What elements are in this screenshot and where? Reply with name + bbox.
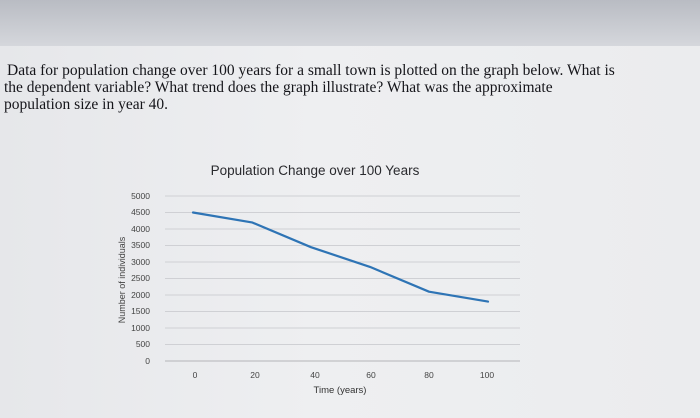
x-tick-label: 80 xyxy=(424,370,434,380)
y-tick-label: 1000 xyxy=(131,323,150,333)
question-line-2: the dependent variable? What trend does … xyxy=(4,79,553,96)
x-tick-label: 0 xyxy=(192,370,198,380)
question-line-3: population size in year 40. xyxy=(4,96,168,113)
gridlines xyxy=(165,195,520,362)
y-tick-label: 5000 xyxy=(131,191,150,201)
question-sheet xyxy=(0,46,700,418)
x-tick-label: 100 xyxy=(479,370,495,380)
data-series xyxy=(191,211,490,303)
y-tick-label: 0 xyxy=(145,356,150,366)
x-tick-label: 40 xyxy=(310,370,320,380)
x-tick-label: 60 xyxy=(366,370,376,380)
y-tick-label: 3500 xyxy=(131,240,150,250)
series-line xyxy=(191,211,490,303)
x-tick-label: 20 xyxy=(250,370,260,380)
question-text: Data for population change over 100 year… xyxy=(4,62,698,113)
y-tick-label: 4000 xyxy=(131,224,150,234)
y-tick-label: 500 xyxy=(135,339,150,349)
y-tick-label: 2500 xyxy=(131,273,150,283)
y-tick-label: 2000 xyxy=(131,290,150,300)
y-tick-label: 4500 xyxy=(131,207,150,217)
question-line-1: Data for population change over 100 year… xyxy=(7,62,615,79)
x-axis-label: Time (years) xyxy=(313,385,367,396)
y-tick-label: 1500 xyxy=(131,306,150,316)
chart-title: Population Change over 100 Years xyxy=(210,163,420,178)
y-tick-label: 3000 xyxy=(131,257,150,267)
